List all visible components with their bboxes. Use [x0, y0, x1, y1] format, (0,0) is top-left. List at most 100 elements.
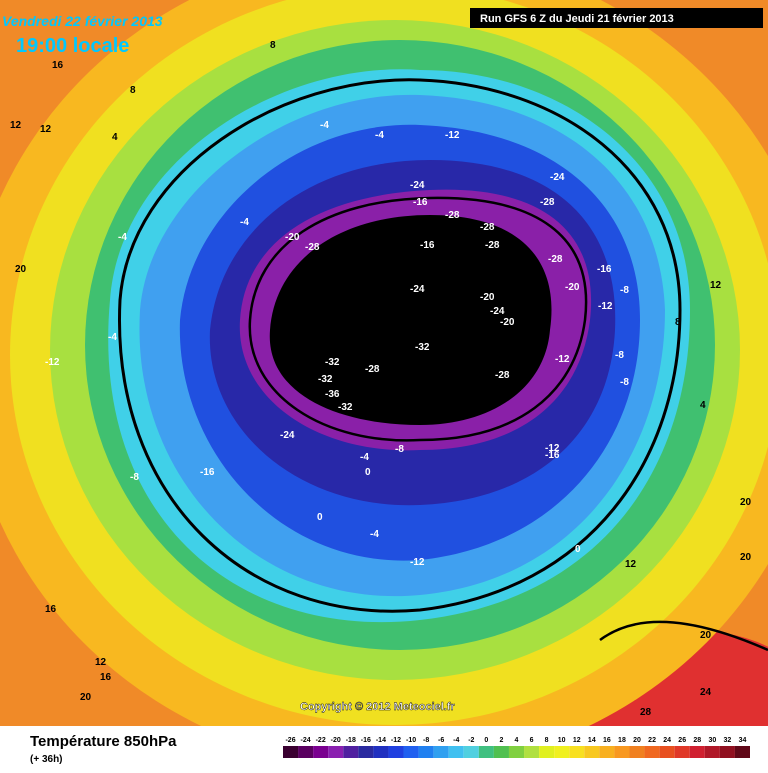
colorbar-tick-label: 26 — [678, 737, 686, 744]
colorbar-tick-label: 28 — [693, 737, 701, 744]
contour-label: -32 — [338, 402, 353, 413]
contour-label: 20 — [740, 497, 752, 508]
colorbar-swatch — [539, 746, 555, 758]
colorbar-swatch — [614, 746, 630, 758]
contour-label: -32 — [415, 342, 430, 353]
contour-label: 0 — [365, 467, 371, 478]
contour-label: -28 — [305, 242, 320, 253]
colorbar-tick-label: -20 — [331, 737, 341, 744]
contour-label: -28 — [485, 240, 500, 251]
colorbar-tick-label: 12 — [573, 737, 581, 744]
contour-label: -8 — [620, 377, 629, 388]
contour-label: 4 — [112, 132, 118, 143]
contour-label: 0 — [317, 512, 323, 523]
contour-label: -24 — [410, 180, 425, 191]
colorbar-swatch — [493, 746, 509, 758]
colorbar-swatch — [644, 746, 660, 758]
run-box — [470, 8, 763, 28]
colorbar-tick-label: 34 — [739, 737, 747, 744]
contour-label: -28 — [495, 370, 510, 381]
colorbar-tick-label: 14 — [588, 737, 596, 744]
colorbar-swatch — [704, 746, 720, 758]
contour-label: -20 — [565, 282, 580, 293]
colorbar-swatch — [343, 746, 359, 758]
run: Run GFS 6 Z du Jeudi 21 février 2013 — [480, 13, 674, 25]
colorbar-swatch — [448, 746, 464, 758]
contour-label: -12 — [555, 354, 570, 365]
contour-label: -24 — [550, 172, 565, 183]
contour-label: 16 — [100, 672, 112, 683]
contour-label: -12 — [598, 301, 613, 312]
colorbar-tick-label: -8 — [423, 737, 429, 744]
colorbar-swatch — [629, 746, 645, 758]
contour-label: -20 — [285, 232, 300, 243]
contour-label: 24 — [700, 687, 712, 698]
contour-label: 20 — [80, 692, 92, 703]
contour-label: 12 — [95, 657, 107, 668]
colorbar-swatch — [298, 746, 314, 758]
contour-label: 20 — [15, 264, 27, 275]
contour-label: -28 — [540, 197, 555, 208]
colorbar-swatch — [463, 746, 479, 758]
colorbar-swatch — [328, 746, 344, 758]
colorbar-tick-label: 18 — [618, 737, 626, 744]
date: Vendredi 22 février 2013 — [2, 13, 163, 29]
contour-label: -28 — [445, 210, 460, 221]
contour-label: -28 — [480, 222, 495, 233]
colorbar-tick-label: 30 — [708, 737, 716, 744]
contour-label: -12 — [45, 357, 60, 368]
colorbar-tick-label: -18 — [346, 737, 356, 744]
contour-label: 8 — [130, 85, 136, 96]
colorbar-swatch — [674, 746, 690, 758]
contour-label: 16 — [45, 604, 57, 615]
colorbar-swatch — [388, 746, 404, 758]
colorbar-swatch — [478, 746, 494, 758]
contour-label: 12 — [625, 559, 637, 570]
colorbar-tick-label: 22 — [648, 737, 656, 744]
contour-label: -28 — [548, 254, 563, 265]
contour-label: -20 — [480, 292, 495, 303]
contour-label: -4 — [370, 529, 379, 540]
contour-label: -24 — [490, 306, 505, 317]
colorbar-tick-label: -4 — [453, 737, 459, 744]
colorbar-tick-label: 24 — [663, 737, 671, 744]
contour-label: -4 — [320, 120, 329, 131]
colorbar-tick-label: 8 — [545, 737, 549, 744]
contour-label: -28 — [365, 364, 380, 375]
contour-label: -4 — [118, 232, 127, 243]
colorbar-swatch — [358, 746, 374, 758]
time: 19:00 locale — [16, 35, 129, 57]
colorbar-swatch — [403, 746, 419, 758]
colorbar-tick-label: -14 — [376, 737, 386, 744]
colorbar-tick-label: -22 — [316, 737, 326, 744]
colorbar-swatch — [569, 746, 585, 758]
contour-label: 8 — [675, 317, 681, 328]
colorbar-swatch — [508, 746, 525, 758]
contour-label: 28 — [640, 707, 652, 718]
colorbar-swatch — [719, 746, 735, 758]
contour-label: -4 — [240, 217, 249, 228]
contour-label: -12 — [410, 557, 425, 568]
contour-label: -32 — [325, 357, 340, 368]
contour-label: 20 — [700, 630, 712, 641]
contour-label: -4 — [375, 130, 384, 141]
colorbar-tick-label: -10 — [406, 737, 416, 744]
colorbar: -26 -24 -22 -20 -18 -16 -14 -12 -10 -8 -6 -4 -2 0 2 4 6 8… — [283, 737, 750, 758]
colorbar-tick-label: 4 — [515, 737, 519, 744]
colorbar-swatch — [584, 746, 600, 758]
colorbar-tick-label: -2 — [468, 737, 474, 744]
contour-label: 0 — [575, 544, 581, 555]
colorbar-tick-label: -12 — [391, 737, 401, 744]
colorbar-tick-label: 6 — [530, 737, 534, 744]
contour-label: -8 — [395, 444, 404, 455]
contour-label: -8 — [130, 472, 139, 483]
contour-label: -24 — [280, 430, 295, 441]
colorbar-swatch — [659, 746, 675, 758]
colorbar-swatch — [599, 746, 615, 758]
colorbar-tick-label: 10 — [558, 737, 566, 744]
colorbar-swatch — [283, 746, 299, 758]
contour-label: 12 — [710, 280, 722, 291]
colorbar-swatch — [433, 746, 449, 758]
contour-label: -12 — [545, 443, 560, 454]
